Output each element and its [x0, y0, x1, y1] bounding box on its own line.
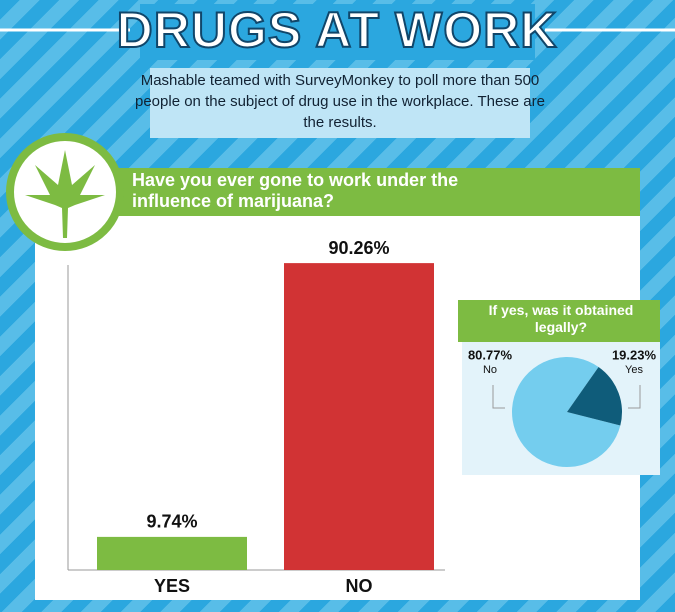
value-label: 9.74% [146, 512, 197, 532]
subtitle: Mashable teamed with SurveyMonkey to pol… [135, 72, 545, 131]
value-label: 90.26% [328, 238, 389, 258]
x-tick-label: NO [346, 576, 373, 596]
subtitle-band [150, 68, 530, 138]
bar [97, 536, 247, 570]
x-tick-label: YES [154, 576, 190, 596]
pie-banner [458, 300, 660, 342]
question-box: Have you ever gone to work under the inf… [132, 170, 459, 211]
pie-slice [567, 366, 622, 426]
subtitle-box: Mashable teamed with SurveyMonkey to pol… [135, 72, 545, 131]
pie-category-label: No [483, 364, 497, 376]
question: Have you ever gone to work under the inf… [132, 170, 459, 211]
pie-category-label: Yes [625, 364, 643, 376]
pie-value-label: 80.77% [468, 347, 513, 362]
bar [284, 263, 434, 570]
leaf-icon [25, 150, 105, 238]
pie-slice [512, 357, 621, 467]
pie-title-box: If yes, was it obtained legally? [488, 302, 634, 335]
title-band [140, 4, 535, 60]
question-banner [60, 168, 640, 216]
pie-title: If yes, was it obtained legally? [488, 302, 634, 335]
bracket [628, 385, 641, 409]
title: DRUGS AT WORK [117, 2, 558, 58]
pie-value-label: 19.23% [612, 347, 657, 362]
bracket [492, 385, 505, 409]
